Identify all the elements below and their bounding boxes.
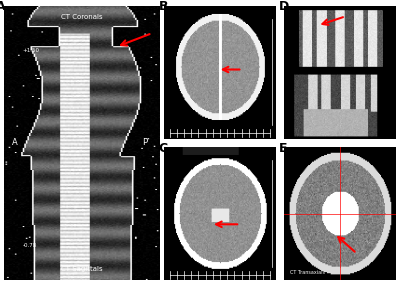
Text: +1.50: +1.50 bbox=[23, 48, 40, 53]
Text: -0.78: -0.78 bbox=[23, 243, 37, 248]
Text: CT Sagittals: CT Sagittals bbox=[61, 266, 103, 272]
Text: B: B bbox=[158, 0, 168, 13]
Text: E: E bbox=[278, 142, 287, 155]
Text: A: A bbox=[0, 0, 6, 13]
Text: A: A bbox=[12, 138, 18, 147]
Text: CT Transaxials: CT Transaxials bbox=[290, 269, 325, 275]
Text: P: P bbox=[142, 138, 148, 147]
Text: C: C bbox=[158, 142, 168, 155]
Text: D: D bbox=[278, 0, 289, 13]
Text: CT Coronals: CT Coronals bbox=[61, 14, 103, 20]
